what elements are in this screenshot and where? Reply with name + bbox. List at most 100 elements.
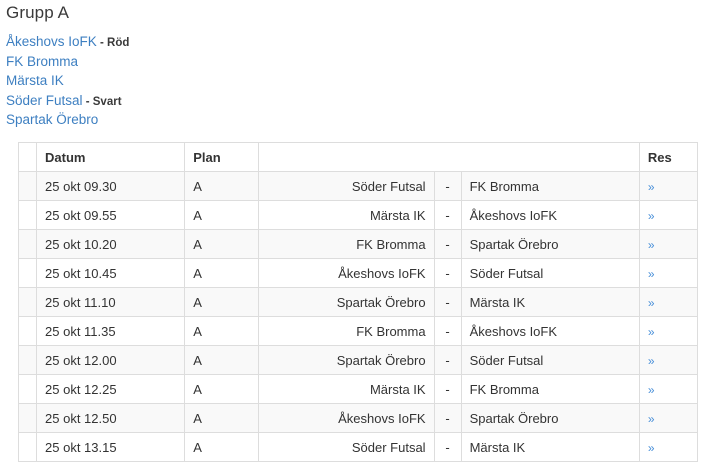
match-result-cell: » (638, 374, 699, 404)
match-row-index (17, 345, 38, 375)
match-separator: - (433, 374, 462, 404)
result-chevron-icon[interactable]: » (647, 440, 655, 455)
table-header-row: Datum Plan Res (17, 142, 699, 172)
result-chevron-icon[interactable]: » (647, 382, 655, 397)
match-result-cell: » (638, 403, 699, 433)
match-row-index (17, 229, 38, 259)
result-chevron-icon[interactable]: » (647, 208, 655, 223)
match-home-team: FK Bromma (258, 316, 435, 346)
table-row: 25 okt 11.10 A Spartak Örebro - Märsta IK » (17, 287, 699, 317)
match-result-cell: » (638, 171, 699, 201)
table-body: 25 okt 09.30 A Söder Futsal - FK Bromma» 25 o… (17, 171, 699, 462)
match-date: 25 okt 11.35 (36, 316, 186, 346)
team-list: Åkeshovs IoFK - Röd FK Bromma Märsta IK … (6, 32, 406, 130)
team-link-akeshovs-iofk[interactable]: Åkeshovs IoFK (6, 34, 97, 49)
table-row: 25 okt 09.55 A Märsta IK - Åkeshovs IoFK » (17, 200, 699, 230)
result-chevron-icon[interactable]: » (647, 411, 655, 426)
match-home-team: FK Bromma (258, 229, 435, 259)
match-plan: A (184, 258, 260, 288)
match-home-team: Märsta IK (258, 200, 435, 230)
match-away-team: FK Bromma (460, 374, 640, 404)
match-result-cell: » (638, 287, 699, 317)
team-link-marsta-ik[interactable]: Märsta IK (6, 73, 64, 88)
match-away-team: Spartak Örebro (460, 229, 640, 259)
match-row-index (17, 258, 38, 288)
match-home-team: Åkeshovs IoFK (258, 258, 435, 288)
match-plan: A (184, 287, 260, 317)
match-away-team: FK Bromma (460, 171, 640, 201)
list-item: Märsta IK (6, 71, 406, 91)
match-date: 25 okt 10.45 (36, 258, 186, 288)
result-chevron-icon[interactable]: » (647, 266, 655, 281)
result-chevron-icon[interactable]: » (647, 295, 655, 310)
match-result-cell: » (638, 432, 699, 462)
match-away-team: Spartak Örebro (460, 403, 640, 433)
match-home-team: Märsta IK (258, 374, 435, 404)
match-plan: A (184, 316, 260, 346)
match-row-index (17, 287, 38, 317)
match-home-team: Spartak Örebro (258, 287, 435, 317)
match-plan: A (184, 374, 260, 404)
table-row: 25 okt 12.50 A Åkeshovs IoFK - Spartak Örebr… (17, 403, 699, 433)
match-separator: - (433, 200, 462, 230)
match-home-team: Söder Futsal (258, 432, 435, 462)
match-date: 25 okt 11.10 (36, 287, 186, 317)
match-separator: - (433, 316, 462, 346)
team-link-spartak-orebro[interactable]: Spartak Örebro (6, 112, 99, 127)
table-row: 25 okt 13.15 A Söder Futsal - Märsta IK » (17, 432, 699, 462)
match-date: 25 okt 10.20 (36, 229, 186, 259)
result-chevron-icon[interactable]: » (647, 179, 655, 194)
match-row-index (17, 374, 38, 404)
match-away-team: Märsta IK (460, 287, 640, 317)
page-title: Grupp A (6, 3, 70, 22)
match-separator: - (433, 403, 462, 433)
list-item: FK Bromma (6, 52, 406, 72)
match-schedule-table-wrapper: Datum Plan Res 25 okt 09.30 A Söder Futsal… (17, 142, 699, 462)
match-date: 25 okt 12.50 (36, 403, 186, 433)
match-plan: A (184, 345, 260, 375)
table-row: 25 okt 10.45 A Åkeshovs IoFK - Söder Futsal » (17, 258, 699, 288)
match-result-cell: » (638, 258, 699, 288)
team-link-soder-futsal[interactable]: Söder Futsal (6, 92, 83, 108)
match-away-team: Åkeshovs IoFK (460, 316, 640, 346)
match-away-team: Söder Futsal (460, 345, 640, 375)
match-result-cell: » (638, 200, 699, 230)
column-header-match (258, 142, 640, 172)
match-plan: A (184, 229, 260, 259)
table-row: 25 okt 09.30 A Söder Futsal - FK Bromma » (17, 171, 699, 201)
match-date: 25 okt 12.00 (36, 345, 186, 375)
list-item: Åkeshovs IoFK - Röd (6, 32, 406, 52)
table-row: 25 okt 10.20 A FK Bromma - Spartak Örebro » (17, 229, 699, 259)
match-row-index (17, 403, 38, 433)
match-away-team: Märsta IK (460, 432, 640, 462)
match-plan: A (184, 403, 260, 433)
result-chevron-icon[interactable]: » (647, 353, 655, 368)
match-schedule-table: Datum Plan Res 25 okt 09.30 A Söder Futsal… (17, 142, 699, 462)
table-header: Datum Plan Res (17, 142, 699, 172)
match-date: 25 okt 09.55 (36, 200, 186, 230)
table-row: 25 okt 12.25 A Märsta IK - FK Bromma » (17, 374, 699, 404)
match-separator: - (433, 287, 462, 317)
table-row: 25 okt 12.00 A Spartak Örebro - Söder Futsal… (17, 345, 699, 375)
match-plan: A (184, 432, 260, 462)
list-item: Söder Futsal - Svart (6, 91, 406, 111)
match-home-team: Åkeshovs IoFK (258, 403, 435, 433)
team-suffix: - Röd (96, 37, 130, 49)
match-home-team: Söder Futsal (258, 171, 435, 201)
match-row-index (17, 200, 38, 230)
team-suffix: - Svart (82, 95, 122, 108)
match-result-cell: » (638, 229, 699, 259)
result-chevron-icon[interactable]: » (647, 237, 655, 252)
column-header-datum: Datum (36, 142, 186, 172)
match-result-cell: » (638, 345, 699, 375)
match-away-team: Åkeshovs IoFK (460, 200, 640, 230)
column-header-plan: Plan (184, 142, 260, 172)
result-chevron-icon[interactable]: » (647, 324, 655, 339)
team-link-fk-bromma[interactable]: FK Bromma (6, 53, 79, 69)
column-header-res: Res (638, 142, 699, 172)
match-date: 25 okt 09.30 (36, 171, 186, 201)
match-plan: A (184, 171, 260, 201)
match-row-index (17, 316, 38, 346)
list-item: Spartak Örebro (6, 110, 406, 130)
